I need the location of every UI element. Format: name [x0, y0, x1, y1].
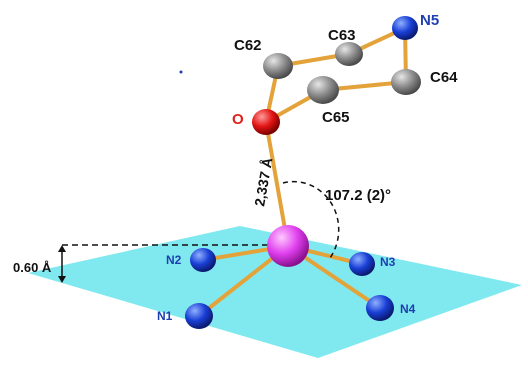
label-c62: C62 [234, 37, 262, 54]
atom-o [252, 109, 280, 135]
label-n1: N1 [157, 309, 173, 323]
label-n4: N4 [400, 302, 416, 316]
atom-n4 [366, 295, 394, 321]
atom-c62 [263, 53, 293, 79]
atom-c64 [391, 69, 421, 95]
label-n5: N5 [420, 12, 439, 29]
label-c63: C63 [328, 27, 356, 44]
atom-n5 [392, 16, 418, 40]
atoms [185, 16, 421, 329]
atom-n1 [185, 303, 213, 329]
angle-arc [282, 180, 340, 259]
bond-length-label: 2,337 Å [251, 156, 275, 207]
label-n3: N3 [380, 255, 396, 269]
label-n2: N2 [166, 253, 182, 267]
coordination-plane [28, 226, 522, 358]
label-o: O [232, 111, 244, 128]
atom-n3 [349, 252, 375, 276]
atom-n2 [190, 248, 216, 272]
angle-label: 107.2 (2)° [325, 187, 391, 204]
dot-artifact [179, 70, 183, 74]
offset-arrow-down [58, 276, 66, 283]
offset-arrow-up [58, 245, 66, 252]
offset-label: 0.60 Å [13, 260, 52, 275]
atom-c63 [335, 42, 363, 66]
atom-metal [267, 225, 309, 267]
atom-c65 [307, 76, 339, 104]
label-c65: C65 [322, 109, 350, 126]
label-c64: C64 [430, 69, 458, 86]
